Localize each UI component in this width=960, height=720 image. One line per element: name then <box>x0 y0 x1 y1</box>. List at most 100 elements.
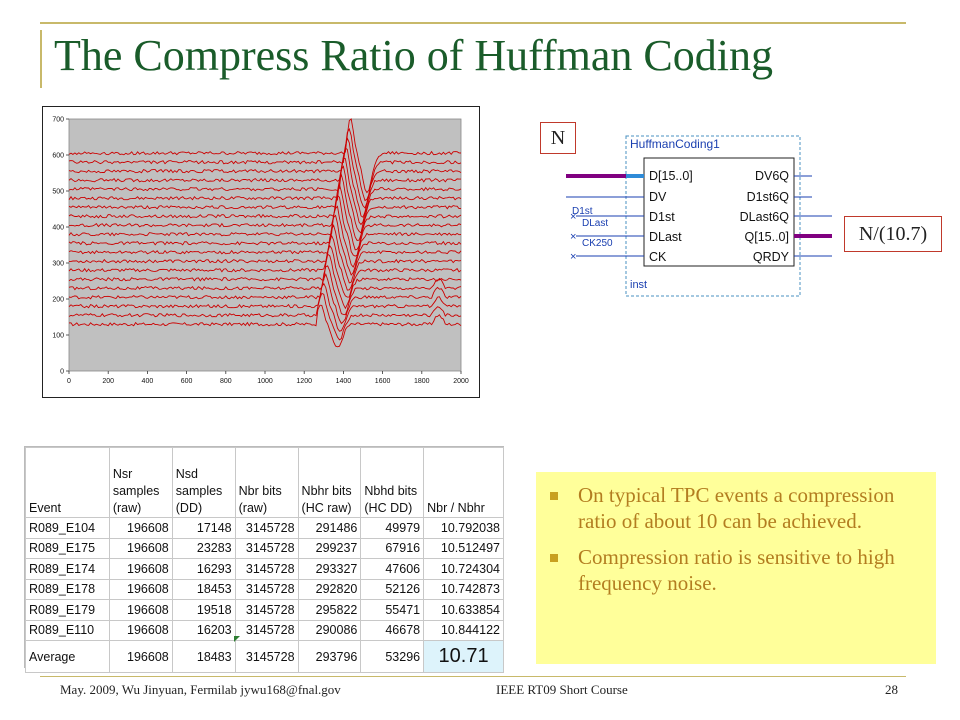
waveform-series-line <box>68 244 462 298</box>
cell-nsr: 196608 <box>108 558 173 580</box>
y-tick-label: 700 <box>52 117 64 124</box>
table-row: R089_E179 196608 19518 3145728 295822 55471 10… <box>25 599 504 621</box>
header-nbhd: Nbhd bits (HC DD) <box>360 447 425 518</box>
note-text: Compression ratio is sensitive to high f… <box>578 545 895 595</box>
waveform-series-line <box>68 282 462 332</box>
waveform-chart-svg: 0 100 200 300 400 500 600 700 0 200 400 600 800 1000 1… <box>52 117 469 386</box>
x-tick-label: 200 <box>102 378 114 385</box>
waveform-series-line <box>68 292 462 341</box>
port-qrdy: QRDY <box>753 250 790 264</box>
cell-nsr: 196608 <box>108 578 173 600</box>
cell-nsr: 196608 <box>108 619 173 641</box>
table-row: R089_E175 196608 23283 3145728 299237 67916 10… <box>25 537 504 559</box>
x-tick-label: 1200 <box>296 378 312 385</box>
average-cell-nsd: 18483 <box>171 640 236 673</box>
cell-nbr: 3145728 <box>234 517 299 539</box>
cell-event: R089_E174 <box>25 558 110 580</box>
cell-nsd: 18453 <box>171 578 236 600</box>
x-tick-label: 2000 <box>453 378 469 385</box>
port-q: Q[15..0] <box>745 230 789 244</box>
note-item: On typical TPC events a compression rati… <box>550 482 922 534</box>
average-cell-event: Average <box>25 640 110 673</box>
cell-nbhr: 292820 <box>297 578 362 600</box>
table-row: R089_E104 196608 17148 3145728 291486 49979 10… <box>25 517 504 539</box>
x-tick-label: 1400 <box>336 378 352 385</box>
header-nbr: Nbr bits (raw) <box>234 447 299 518</box>
cell-nbhd: 52126 <box>360 578 425 600</box>
waveform-series-line <box>68 147 461 218</box>
cell-nbr: 3145728 <box>234 599 299 621</box>
y-tick-label: 600 <box>52 153 64 160</box>
waveform-chart: 0 100 200 300 400 500 600 700 0 200 400 600 800 1000 1… <box>42 106 480 398</box>
cell-nbr: 3145728 <box>234 558 299 580</box>
table-row: R089_E110 196608 16203 3145728 290086 46678 10… <box>25 619 504 641</box>
cell-nbr: 3145728 <box>234 537 299 559</box>
wire-label-dlast: DLast <box>582 218 608 229</box>
waveform-series-line <box>68 272 462 325</box>
instance-label: inst <box>630 279 647 291</box>
cell-event: R089_E178 <box>25 578 110 600</box>
x-tick-label: 600 <box>181 378 193 385</box>
huffman-block-diagram: HuffmanCoding1 inst D1st DLast CK250 × ×… <box>536 118 950 304</box>
x-tick-label: 1600 <box>375 378 391 385</box>
cell-event: R089_E175 <box>25 537 110 559</box>
y-tick-label: 0 <box>60 369 64 376</box>
x-tick-label: 0 <box>67 378 71 385</box>
waveform-series-line <box>68 265 462 316</box>
waveform-series-line <box>68 214 462 276</box>
cell-event: R089_E104 <box>25 517 110 539</box>
cell-nbhr: 295822 <box>297 599 362 621</box>
average-cell-nbhd: 53296 <box>360 640 425 673</box>
average-cell-nbr: 3145728 <box>234 640 299 673</box>
wire-label-d1st: D1st <box>572 206 593 217</box>
input-count-label: N <box>540 122 576 154</box>
cell-comment-marker <box>234 636 240 642</box>
no-connect-mark: × <box>570 231 576 243</box>
cell-nsr: 196608 <box>108 599 173 621</box>
x-tick-label: 1000 <box>257 378 273 385</box>
cell-nsd: 16293 <box>171 558 236 580</box>
y-tick-label: 400 <box>52 225 64 232</box>
cell-nsd: 23283 <box>171 537 236 559</box>
bullet-icon <box>550 554 558 562</box>
table-row: R089_E178 196608 18453 3145728 292820 52126 10… <box>25 578 504 600</box>
y-tick-label: 300 <box>52 261 64 268</box>
port-d1st: D1st <box>649 210 675 224</box>
footer-author: May. 2009, Wu Jinyuan, Fermilab jywu168@… <box>60 682 341 697</box>
header-ratio: Nbr / Nbhr <box>423 447 504 518</box>
top-divider-line <box>40 22 906 24</box>
waveform-series-line <box>68 253 462 310</box>
waveform-series-line <box>68 165 462 234</box>
waveform-series-line <box>68 194 462 257</box>
compression-table: Event Nsr samples (raw) Nsd samples (DD)… <box>24 446 504 673</box>
port-ck: CK <box>649 250 667 264</box>
note-text: On typical TPC events a compression rati… <box>578 483 895 533</box>
cell-nsr: 196608 <box>108 537 173 559</box>
waveform-series-line <box>68 127 462 202</box>
waveform-series-line <box>68 205 462 268</box>
cell-ratio: 10.742873 <box>423 578 504 600</box>
wire-label-ck250: CK250 <box>582 238 613 249</box>
x-tick-label: 800 <box>220 378 232 385</box>
port-d: D[15..0] <box>649 169 693 183</box>
header-event: Event <box>25 447 110 518</box>
port-dv6q: DV6Q <box>755 169 789 183</box>
cell-ratio: 10.633854 <box>423 599 504 621</box>
x-tick-label: 1800 <box>414 378 430 385</box>
header-nsd: Nsd samples (DD) <box>171 447 236 518</box>
waveform-series-line <box>69 234 462 291</box>
cell-event: R089_E179 <box>25 599 110 621</box>
block-title: HuffmanCoding1 <box>630 137 720 151</box>
cell-nbhd: 55471 <box>360 599 425 621</box>
port-d1st6q: D1st6Q <box>747 190 790 204</box>
port-dlast6q: DLast6Q <box>740 210 790 224</box>
cell-ratio: 10.724304 <box>423 558 504 580</box>
no-connect-mark: × <box>570 211 576 223</box>
port-dlast: DLast <box>649 230 682 244</box>
slide-title: The Compress Ratio of Huffman Coding <box>54 31 773 80</box>
plot-area <box>68 118 462 372</box>
cell-nbhd: 46678 <box>360 619 425 641</box>
footer-course: IEEE RT09 Short Course <box>496 682 628 697</box>
average-cell-nsr: 196608 <box>108 640 173 673</box>
cell-nbr: 3145728 <box>234 578 299 600</box>
